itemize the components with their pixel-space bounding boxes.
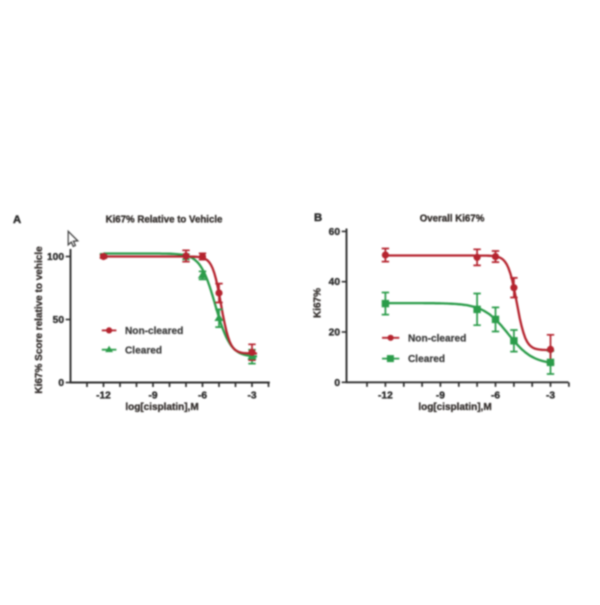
svg-text:A: A	[13, 214, 21, 226]
svg-text:Cleared: Cleared	[408, 354, 445, 365]
svg-text:0: 0	[334, 378, 340, 389]
svg-text:Overall Ki67%: Overall Ki67%	[420, 214, 485, 225]
svg-text:-6: -6	[198, 391, 207, 402]
svg-text:-9: -9	[148, 391, 157, 402]
svg-text:20: 20	[329, 328, 341, 339]
svg-text:B: B	[314, 212, 322, 224]
svg-text:-3: -3	[247, 391, 256, 402]
svg-text:Ki67% Score relative to vehicl: Ki67% Score relative to vehicle	[34, 246, 45, 394]
svg-text:log[cisplatin],M: log[cisplatin],M	[125, 402, 198, 413]
svg-text:Cleared: Cleared	[125, 345, 162, 356]
svg-text:log[cisplatin],M: log[cisplatin],M	[418, 402, 491, 413]
svg-text:50: 50	[53, 315, 65, 326]
svg-text:60: 60	[329, 227, 341, 238]
svg-text:-12: -12	[378, 390, 393, 401]
svg-text:40: 40	[329, 277, 341, 288]
svg-text:Non-cleared: Non-cleared	[125, 326, 183, 337]
svg-text:Ki67%: Ki67%	[313, 288, 324, 318]
svg-text:100: 100	[47, 252, 64, 263]
svg-text:0: 0	[58, 378, 64, 389]
svg-text:Ki67% Relative to Vehicle: Ki67% Relative to Vehicle	[106, 215, 223, 226]
svg-text:-12: -12	[96, 391, 111, 402]
svg-text:-9: -9	[436, 390, 445, 401]
svg-text:Non-cleared: Non-cleared	[408, 333, 466, 344]
svg-text:-6: -6	[491, 390, 500, 401]
svg-text:-3: -3	[546, 390, 555, 401]
